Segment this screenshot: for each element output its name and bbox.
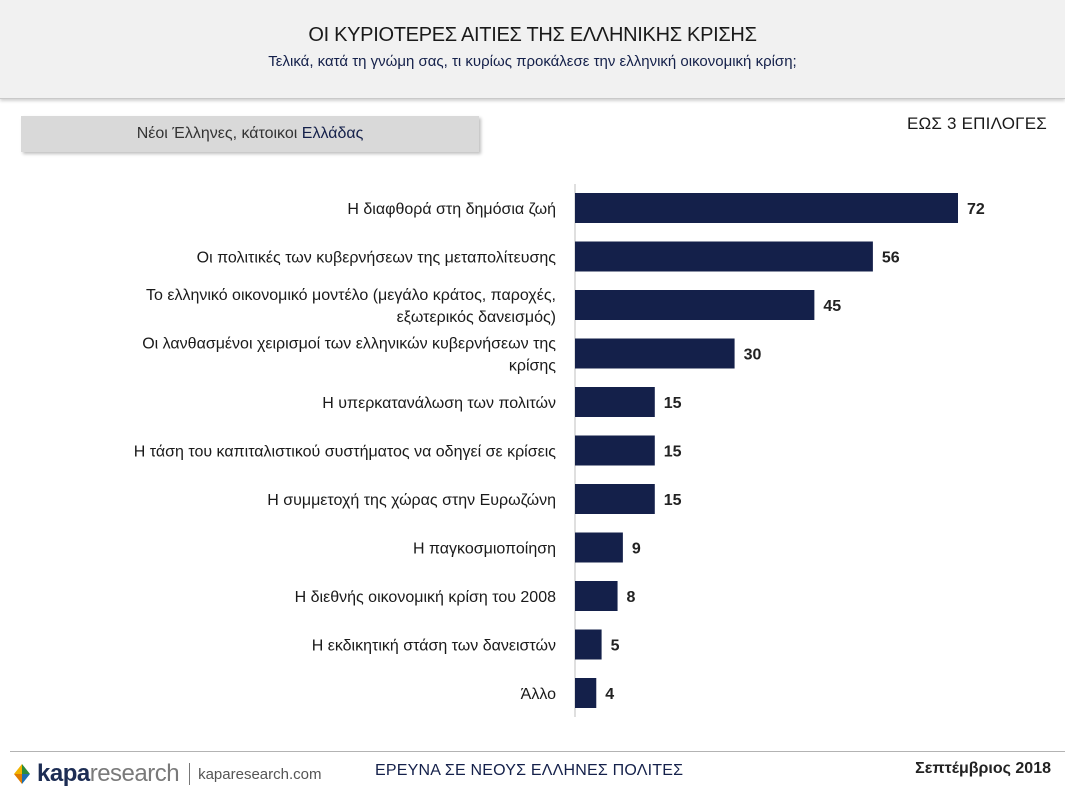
bar-chart: 72 Η διαφθορά στη δημόσια ζωή 56 Οι πολιτικ…: [134, 184, 985, 717]
bar-3: [575, 290, 815, 320]
kapa-logo-icon: [14, 764, 30, 784]
header: ΟΙ ΚΥΡΙΟΤΕΡΕΣ ΑΙΤΙΕΣ ΤΗΣ ΕΛΛΗΝΙΚΗΣ ΚΡΙΣΗ…: [0, 0, 1065, 99]
data-label-9: 8: [627, 589, 636, 606]
bar-1: [575, 193, 958, 223]
survey-name: ΕΡΕΥΝΑ ΣΕ ΝΕΟΥΣ ΕΛΛΗΝΕΣ ΠΟΛΙΤΕΣ: [375, 762, 684, 779]
data-label-4: 30: [744, 347, 762, 364]
data-label-10: 5: [611, 638, 620, 655]
bar-4: [575, 338, 735, 369]
chart-subtitle: Τελικά, κατά τη γνώμη σας, τι κυρίως προ…: [268, 53, 797, 70]
data-label-1: 72: [967, 201, 985, 218]
selection-note: ΕΩΣ 3 ΕΠΙΛΟΓΕΣ: [906, 114, 1047, 133]
population-prefix: Νέοι Έλληνες, κάτοικοι: [136, 125, 302, 142]
category-label-5: Η υπερκατανάλωση των πολιτών: [322, 395, 556, 412]
bars-layer: 72 Η διαφθορά στη δημόσια ζωή 56 Οι πολιτικ…: [134, 193, 985, 708]
data-label-5: 15: [664, 395, 682, 412]
data-label-7: 15: [664, 492, 682, 509]
data-label-3: 45: [823, 298, 841, 315]
category-label-9: Η διεθνής οικονομική κρίση του 2008: [295, 589, 556, 606]
category-label-2: Οι πολιτικές των κυβερνήσεων της μεταπολ…: [197, 250, 557, 267]
category-label-7: Η συμμετοχή της χώρας στην Ευρωζώνη: [267, 492, 556, 509]
data-label-6: 15: [664, 444, 682, 461]
population-highlight: Ελλάδας: [301, 125, 364, 142]
data-label-2: 56: [882, 250, 900, 267]
category-label-4: Οι λανθασμένοι χειρισμοί των ελληνικών κ…: [142, 336, 556, 375]
bar-5: [575, 387, 655, 417]
category-label-6: Η τάση του καπιταλιστικού συστήματος να …: [134, 444, 556, 461]
logo-kapa-text: kapa: [37, 760, 90, 787]
bar-10: [575, 629, 602, 660]
bar-6: [575, 435, 655, 466]
bar-8: [575, 532, 623, 563]
data-label-11: 4: [605, 686, 614, 703]
bar-2: [575, 241, 873, 272]
kapa-research-logo: kapa research kaparesearch.com: [10, 756, 321, 792]
category-label-10: Η εκδικητική στάση των δανειστών: [312, 638, 556, 655]
chart-title: ΟΙ ΚΥΡΙΟΤΕΡΕΣ ΑΙΤΙΕΣ ΤΗΣ ΕΛΛΗΝΙΚΗΣ ΚΡΙΣΗ…: [308, 24, 757, 46]
category-label-1: Η διαφθορά στη δημόσια ζωή: [347, 201, 556, 218]
data-label-8: 9: [632, 541, 641, 558]
bar-9: [575, 581, 618, 611]
category-label-8: Η παγκοσμιοποίηση: [413, 541, 556, 558]
logo-url: kaparesearch.com: [198, 765, 322, 783]
category-label-11: Άλλο: [521, 686, 556, 703]
bar-11: [575, 678, 597, 708]
bar-7: [575, 484, 655, 514]
category-label-3: Το ελληνικό οικονομικό μοντέλο (μεγάλο κ…: [146, 287, 556, 326]
logo-research-text: research: [89, 760, 180, 787]
survey-date: Σεπτέμβριος 2018: [915, 760, 1051, 777]
population-box: Νέοι Έλληνες, κάτοικοι Ελλάδας: [21, 116, 479, 152]
footer-divider: [10, 751, 1065, 752]
logo-separator: [189, 763, 191, 785]
